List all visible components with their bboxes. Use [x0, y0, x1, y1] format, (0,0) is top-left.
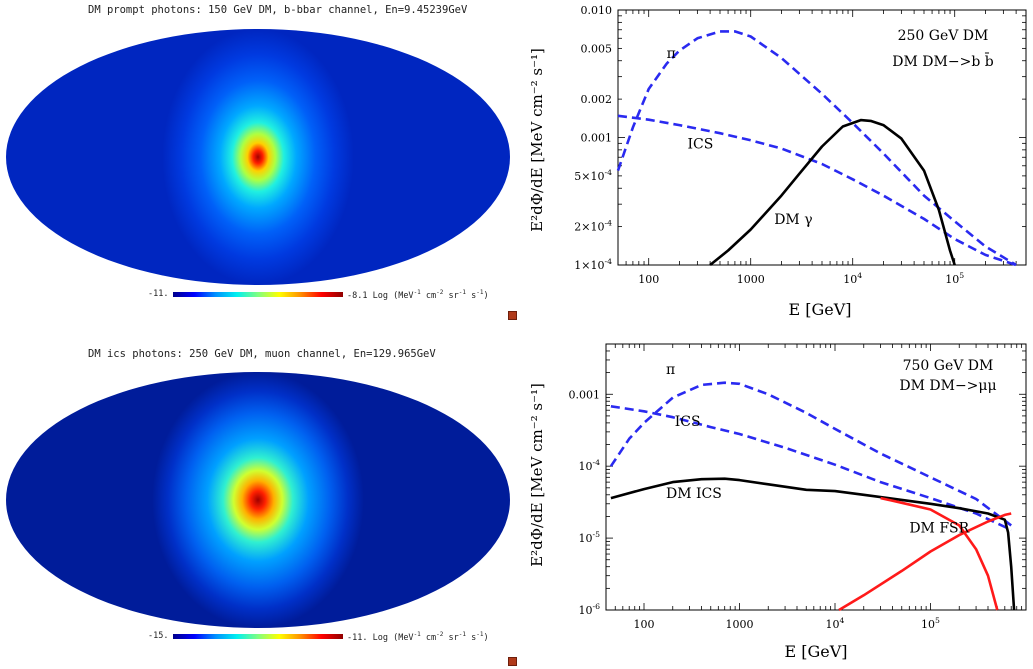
y-tick-label: 0.005	[581, 42, 613, 55]
series-line-ics	[617, 114, 1017, 267]
x-axis-label: E [GeV]	[784, 642, 847, 661]
x-tick-label: 1000	[737, 273, 765, 286]
colorbar-max: -8.1	[347, 290, 368, 301]
y-tick-label: 0.010	[581, 4, 613, 17]
chart-annotation: DM DM−>b b̄	[892, 52, 993, 70]
chart-annotation: 250 GeV DM	[898, 28, 989, 44]
series-label: DM γ	[774, 212, 812, 228]
colorbar-min: -15.	[148, 631, 169, 641]
colorbar-units: -8.1 Log (MeV-1 cm-2 sr-1 s-1)	[347, 289, 489, 301]
series-line-dm-ics-red-	[880, 496, 999, 611]
y-tick-label: 10-6	[579, 602, 601, 617]
colorbar-units: -11. Log (MeV-1 cm-2 sr-1 s-1)	[347, 631, 489, 643]
y-tick-label: 0.001	[569, 388, 601, 401]
y-tick-label: 10-5	[579, 530, 601, 545]
x-tick-label: 104	[843, 271, 862, 286]
chart-annotation: 750 GeV DM	[903, 358, 994, 374]
skymap-ellipse	[6, 29, 510, 285]
x-tick-label: 105	[945, 271, 964, 286]
y-tick-label: 1×10-4	[574, 257, 612, 272]
colorbar-min: -11.	[148, 289, 169, 299]
x-tick-label: 1000	[726, 618, 754, 631]
colorbar-units-text: Log (MeV-1 cm-2 sr-1 s-1)	[372, 289, 489, 301]
resize-handle-icon[interactable]	[508, 657, 517, 666]
series-label: ICS	[675, 414, 701, 430]
series-label: DM ICS	[666, 486, 722, 502]
series-line-dm-ics	[610, 477, 1016, 611]
colorbar	[173, 292, 343, 297]
x-tick-label: 105	[921, 616, 940, 631]
resize-handle-icon[interactable]	[508, 311, 517, 320]
map-title: DM ics photons: 250 GeV DM, muon channel…	[88, 348, 436, 360]
y-tick-label: 0.002	[581, 93, 613, 106]
y-axis-label: E²dΦ/dE [MeV cm⁻² s⁻¹]	[528, 48, 546, 232]
y-tick-label: 2×10-4	[574, 219, 612, 234]
colorbar	[173, 634, 343, 639]
map-title: DM prompt photons: 150 GeV DM, b-bbar ch…	[88, 4, 468, 16]
y-tick-label: 0.001	[581, 132, 613, 145]
x-tick-label: 100	[638, 273, 659, 286]
series-line-dm-fsr	[838, 512, 1012, 612]
x-axis-label: E [GeV]	[788, 300, 851, 319]
y-axis-label: E²dΦ/dE [MeV cm⁻² s⁻¹]	[528, 383, 546, 567]
colorbar-max: -11.	[347, 632, 368, 643]
series-line-dm-	[709, 118, 956, 267]
x-tick-label: 100	[634, 618, 655, 631]
y-tick-label: 5×10-4	[574, 168, 612, 183]
skymap-panel-top: DM prompt photons: 150 GeV DM, b-bbar ch…	[0, 0, 520, 325]
series-line--	[616, 30, 1017, 267]
y-tick-label: 10-4	[579, 458, 601, 473]
plot-frame	[617, 9, 1027, 266]
series-label: π	[666, 362, 675, 378]
chart-annotation: DM DM−>μμ	[899, 378, 996, 394]
spectrum-chart-top: 100 1000 104 105 1×10-4 2×10-4 5×10-4 0.001 0.00…	[528, 4, 1027, 319]
x-tick-label: 104	[826, 616, 845, 631]
colorbar-units-text: Log (MeV-1 cm-2 sr-1 s-1)	[372, 631, 489, 643]
series-label: ICS	[687, 136, 713, 152]
plot-frame	[605, 343, 1027, 611]
skymap-ellipse	[6, 372, 510, 628]
series-line--	[609, 381, 1012, 527]
series-label: DM FSR	[909, 520, 969, 536]
skymap-panel-bottom: DM ics photons: 250 GeV DM, muon channel…	[0, 340, 520, 669]
spectrum-chart-bottom: 100 1000 104 105 10-6 10-5 10-4 0.001 π ICS DM ICS…	[528, 343, 1027, 661]
series-label: π	[667, 46, 676, 62]
